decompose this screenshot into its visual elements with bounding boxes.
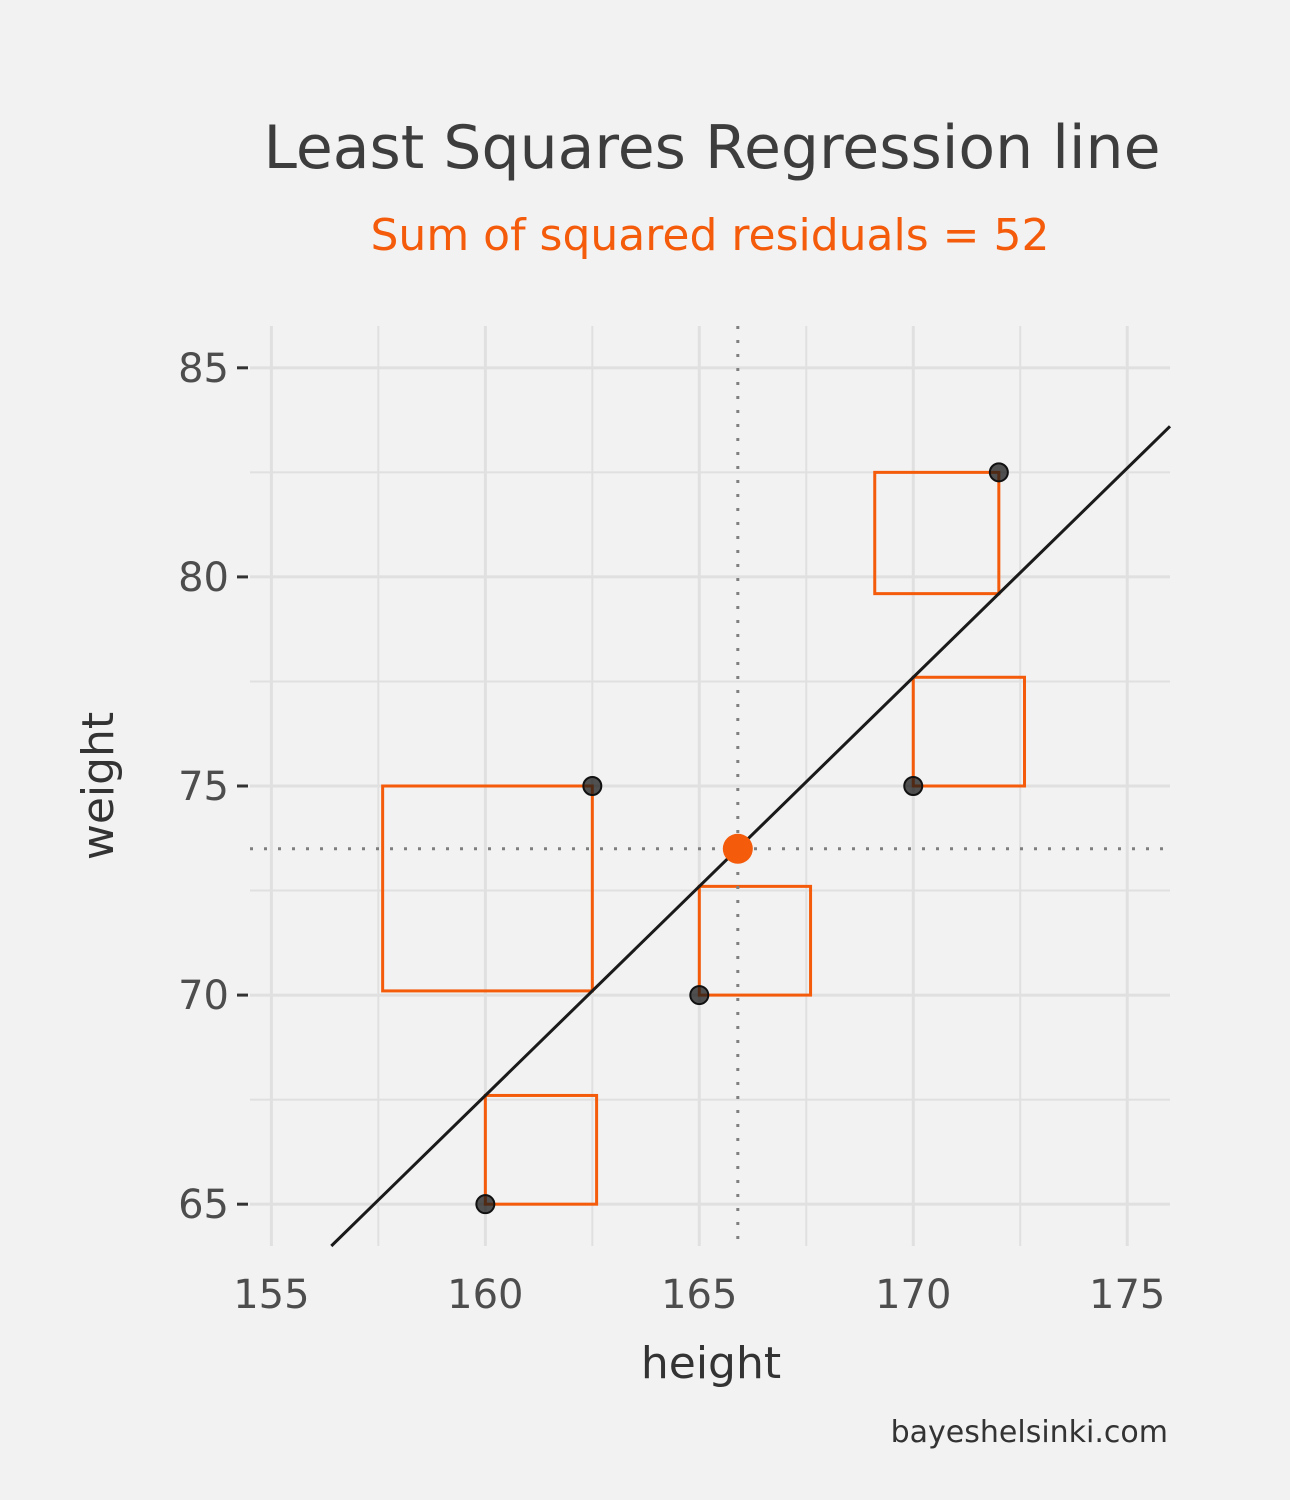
mean-point [722, 833, 753, 864]
data-point [903, 776, 924, 796]
x-tick-label: 165 [661, 1272, 737, 1318]
x-tick-label: 170 [875, 1272, 951, 1318]
residual-square [697, 884, 813, 997]
residual-square [911, 675, 1027, 788]
x-tick-label: 175 [1089, 1272, 1165, 1318]
y-tick-label: 80 [178, 555, 229, 601]
data-point [582, 776, 603, 796]
x-tick-label: 155 [233, 1272, 309, 1318]
y-tick-label: 70 [178, 973, 229, 1019]
residual-square [483, 1093, 599, 1206]
y-tick-label: 75 [178, 764, 229, 810]
regression-line [330, 425, 1172, 1248]
data-point [689, 985, 710, 1006]
x-axis-label: height [641, 1338, 781, 1389]
y-tick-label: 85 [178, 346, 229, 392]
chart-title: Least Squares Regression line [263, 113, 1160, 183]
y-tick-label: 65 [178, 1182, 229, 1228]
chart-subtitle: Sum of squared residuals = 52 [371, 210, 1050, 261]
residual-square [381, 784, 594, 993]
residual-square [873, 470, 1001, 596]
chart-caption: bayeshelsinki.com [891, 1415, 1168, 1450]
x-tick-label: 160 [447, 1272, 523, 1318]
data-point [988, 462, 1009, 483]
y-axis-label: weight [73, 712, 124, 860]
plot-area: 155 160 165 170 175 65 70 75 80 85 [178, 326, 1172, 1318]
data-point [475, 1194, 496, 1215]
